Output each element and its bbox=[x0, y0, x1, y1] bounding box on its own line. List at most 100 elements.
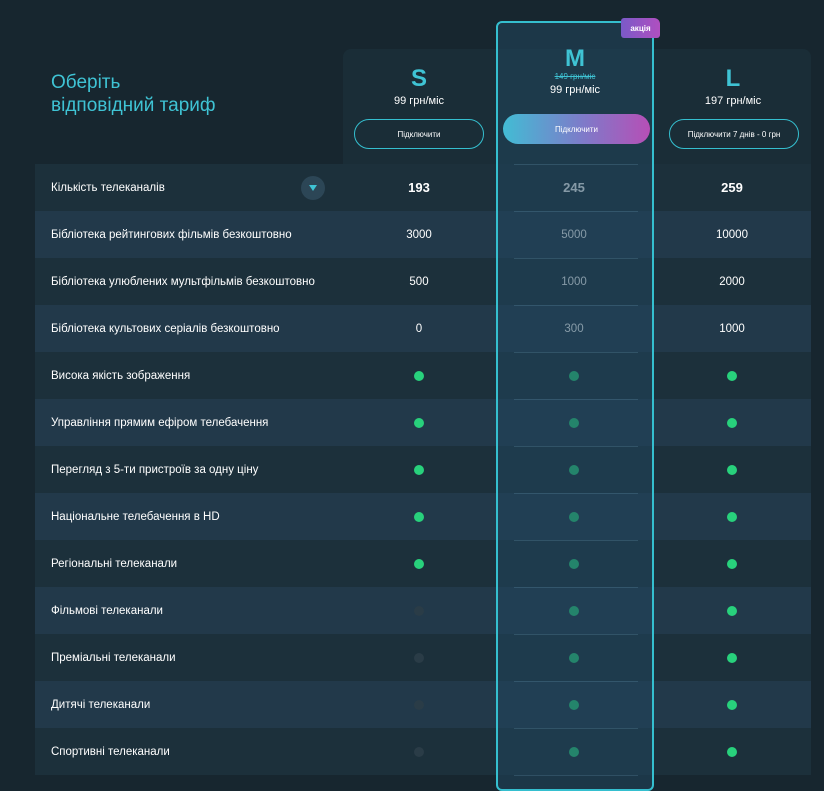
plan-m-row-divider bbox=[514, 493, 638, 494]
feature-label: Перегляд з 5-ти пристроїв за одну ціну bbox=[35, 464, 343, 476]
not-included-dot-icon bbox=[414, 699, 424, 710]
table-row: Висока якість зображення bbox=[35, 352, 811, 399]
included-dot-icon bbox=[727, 417, 737, 428]
plan-s-value bbox=[343, 605, 495, 616]
feature-label: Преміальні телеканали bbox=[35, 652, 343, 664]
plan-m-old-price: 149 грн/міс bbox=[554, 72, 596, 81]
table-row: Преміальні телеканали bbox=[35, 634, 811, 681]
plan-s-value: 193 bbox=[408, 180, 430, 195]
table-row: Дитячі телеканали bbox=[35, 681, 811, 728]
plan-m-row-divider bbox=[514, 211, 638, 212]
table-row: Кількість телеканалів193245259 bbox=[35, 164, 811, 211]
feature-label-text: Дитячі телеканали bbox=[51, 698, 151, 711]
feature-label: Спортивні телеканали bbox=[35, 746, 343, 758]
feature-label-text: Висока якість зображення bbox=[51, 369, 191, 382]
plan-m-highlight bbox=[496, 21, 654, 791]
table-row: Фільмові телеканали bbox=[35, 587, 811, 634]
plan-l-header: L 197 грн/міс bbox=[654, 66, 812, 108]
table-row: Спортивні телеканали bbox=[35, 728, 811, 775]
plan-s-value bbox=[343, 699, 495, 710]
table-row: Перегляд з 5-ти пристроїв за одну ціну bbox=[35, 446, 811, 493]
plan-l-value bbox=[653, 558, 811, 569]
title-line-1: Оберіть bbox=[51, 72, 121, 93]
included-dot-icon bbox=[414, 370, 424, 381]
plan-s-value: 0 bbox=[415, 322, 423, 335]
feature-label-text: Преміальні телеканали bbox=[51, 651, 176, 664]
table-row: Бібліотека культових серіалів безкоштовн… bbox=[35, 305, 811, 352]
included-dot-icon bbox=[727, 746, 737, 757]
promo-badge: акція bbox=[621, 18, 660, 38]
plan-m-row-divider bbox=[514, 728, 638, 729]
plan-m-row-divider bbox=[514, 258, 638, 259]
table-row: Бібліотека улюблених мультфільмів безкош… bbox=[35, 258, 811, 305]
plan-s-value: 3000 bbox=[406, 228, 432, 241]
plan-l-value bbox=[653, 464, 811, 475]
feature-label-text: Перегляд з 5-ти пристроїв за одну ціну bbox=[51, 463, 259, 476]
plan-m-row-divider bbox=[514, 305, 638, 306]
plan-l-value bbox=[653, 746, 811, 757]
title-line-2: відповідний тариф bbox=[51, 95, 216, 116]
plan-s-value: 500 bbox=[409, 275, 429, 288]
feature-label: Управління прямим ефіром телебачення bbox=[35, 417, 343, 429]
feature-label: Регіональні телеканали bbox=[35, 558, 343, 570]
feature-label: Фільмові телеканали bbox=[35, 605, 343, 617]
plan-m-connect-button[interactable]: Підключити bbox=[503, 114, 650, 144]
plan-m-price: 99 грн/міс bbox=[549, 84, 601, 96]
plan-s-value bbox=[343, 370, 495, 381]
plan-l-price: 197 грн/міс bbox=[704, 95, 762, 107]
plan-m-row-divider bbox=[514, 681, 638, 682]
plan-l-value bbox=[653, 652, 811, 663]
chevron-down-icon[interactable] bbox=[301, 175, 325, 200]
plan-l-value: 1000 bbox=[719, 322, 745, 335]
included-dot-icon bbox=[727, 511, 737, 522]
plan-m-row-divider bbox=[514, 164, 638, 165]
table-row: Регіональні телеканали bbox=[35, 540, 811, 587]
feature-label-text: Управління прямим ефіром телебачення bbox=[51, 416, 269, 429]
feature-label-text: Бібліотека улюблених мультфільмів безкош… bbox=[51, 275, 315, 288]
plan-l-name: L bbox=[725, 65, 741, 92]
not-included-dot-icon bbox=[414, 605, 424, 616]
included-dot-icon bbox=[727, 558, 737, 569]
feature-label: Бібліотека рейтингових фільмів безкоштов… bbox=[35, 229, 343, 241]
plan-l-value: 10000 bbox=[716, 228, 748, 241]
feature-label-text: Спортивні телеканали bbox=[51, 745, 170, 758]
plan-l-value bbox=[653, 699, 811, 710]
feature-label-text: Кількість телеканалів bbox=[51, 181, 165, 194]
table-row: Бібліотека рейтингових фільмів безкоштов… bbox=[35, 211, 811, 258]
plan-l-value bbox=[653, 370, 811, 381]
feature-label-text: Національне телебачення в HD bbox=[51, 510, 220, 523]
included-dot-icon bbox=[727, 652, 737, 663]
included-dot-icon bbox=[727, 370, 737, 381]
not-included-dot-icon bbox=[414, 652, 424, 663]
feature-label-text: Регіональні телеканали bbox=[51, 557, 178, 570]
plan-s-value bbox=[343, 511, 495, 522]
included-dot-icon bbox=[727, 605, 737, 616]
plan-s-value bbox=[343, 417, 495, 428]
included-dot-icon bbox=[414, 417, 424, 428]
plan-s-value bbox=[343, 558, 495, 569]
plan-m-row-divider bbox=[514, 540, 638, 541]
plan-m-row-divider bbox=[514, 587, 638, 588]
plan-m-row-divider bbox=[514, 634, 638, 635]
included-dot-icon bbox=[414, 558, 424, 569]
feature-label: Національне телебачення в HD bbox=[35, 511, 343, 523]
plan-l-value bbox=[653, 605, 811, 616]
feature-label-text: Бібліотека культових серіалів безкоштовн… bbox=[51, 322, 280, 335]
plan-l-value bbox=[653, 511, 811, 522]
included-dot-icon bbox=[727, 464, 737, 475]
included-dot-icon bbox=[727, 699, 737, 710]
not-included-dot-icon bbox=[414, 746, 424, 757]
plan-s-price: 99 грн/міс bbox=[393, 95, 445, 107]
plan-s-connect-button[interactable]: Підключити bbox=[354, 119, 484, 149]
feature-label: Бібліотека улюблених мультфільмів безкош… bbox=[35, 276, 343, 288]
included-dot-icon bbox=[414, 464, 424, 475]
comparison-table: Кількість телеканалів193245259Бібліотека… bbox=[35, 164, 811, 775]
plan-m-header: M 149 грн/міс 99 грн/міс bbox=[496, 46, 654, 97]
plan-m-row-divider bbox=[514, 352, 638, 353]
plan-s-value bbox=[343, 464, 495, 475]
table-row: Управління прямим ефіром телебачення bbox=[35, 399, 811, 446]
included-dot-icon bbox=[414, 511, 424, 522]
plan-m-name: M bbox=[565, 45, 585, 72]
plan-s-name: S bbox=[410, 65, 427, 92]
plan-l-connect-button[interactable]: Підключити 7 днів - 0 грн bbox=[669, 119, 799, 149]
